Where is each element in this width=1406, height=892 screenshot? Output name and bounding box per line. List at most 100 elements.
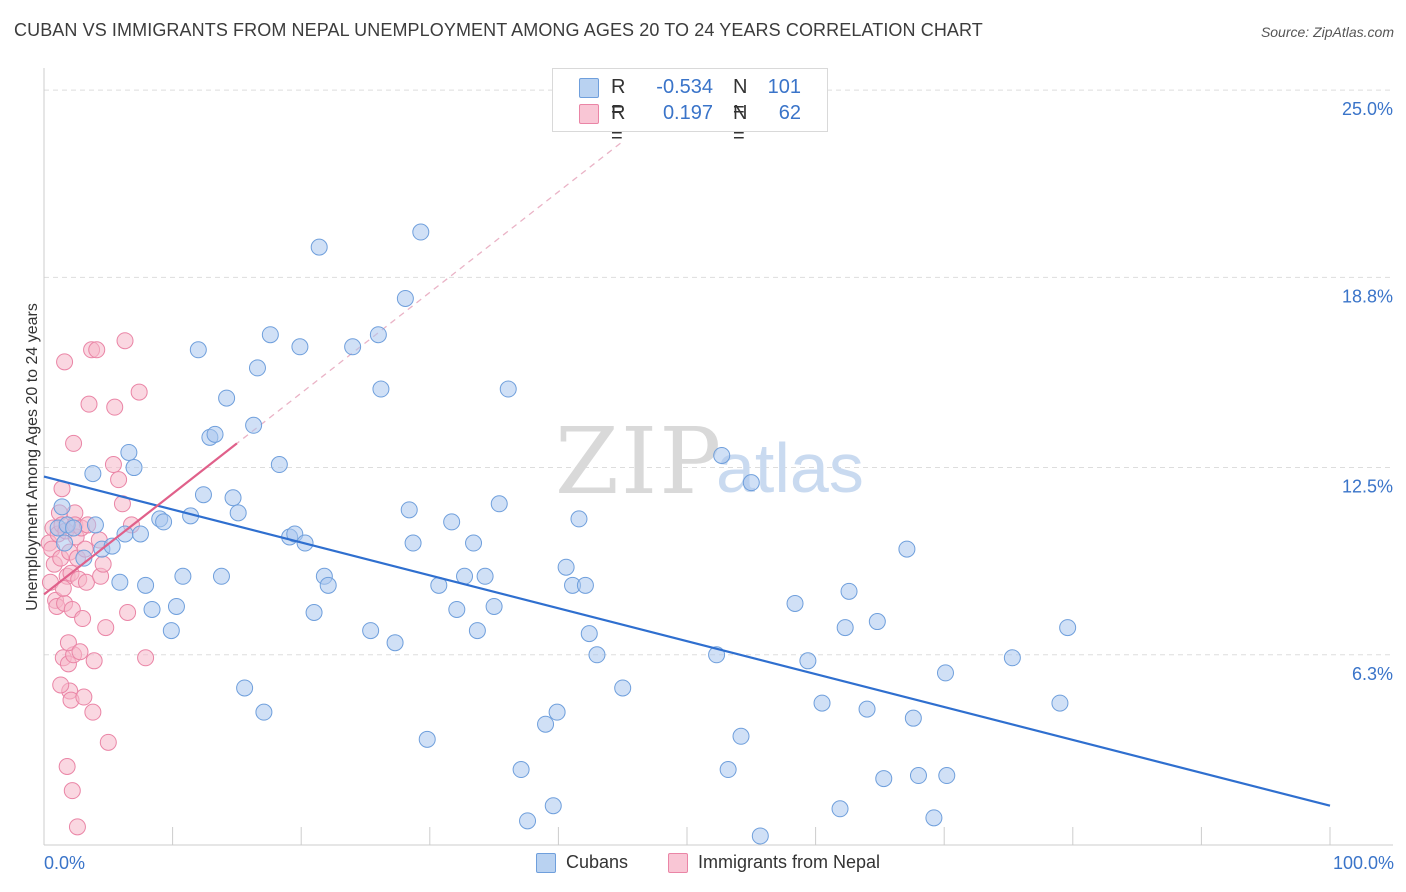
cuban-data-point: [588, 646, 606, 664]
nepal-data-point: [84, 703, 102, 721]
cuban-data-point: [362, 622, 380, 640]
nepal-data-point: [130, 383, 148, 401]
cuban-data-point: [858, 700, 876, 718]
cuban-data-point: [305, 603, 323, 621]
nepal-data-point: [56, 353, 74, 371]
n-value: 62: [778, 102, 801, 124]
cuban-data-point: [570, 510, 588, 528]
nepal-data-point: [59, 634, 77, 652]
cuban-data-point: [786, 594, 804, 612]
cuban-data-point: [909, 767, 927, 785]
nepal-data-point: [80, 395, 98, 413]
nepal-data-point: [106, 398, 124, 416]
r-label: R =: [611, 76, 626, 121]
cuban-data-point: [344, 338, 362, 356]
r-value: -0.534: [656, 76, 713, 98]
correlation-legend: R = -0.534 N = 101 R = 0.197 N = 62: [552, 68, 828, 147]
y-axis-label: Unemployment Among Ages 20 to 24 years: [24, 303, 41, 611]
cuban-data-point: [499, 380, 517, 398]
cuban-data-point: [319, 576, 337, 594]
cuban-data-point: [155, 513, 173, 531]
cuban-data-point: [936, 664, 954, 682]
cuban-data-point: [713, 446, 731, 464]
cuban-data-point: [86, 516, 104, 534]
nepal-trend-line: [43, 442, 238, 596]
cuban-data-point: [65, 519, 83, 537]
n-value: 101: [767, 76, 801, 98]
cuban-data-point: [465, 534, 483, 552]
cuban-data-point: [925, 809, 943, 827]
nepal-data-point: [137, 649, 155, 667]
nepal-data-point: [74, 610, 92, 628]
nepal-data-point: [75, 688, 93, 706]
cuban-data-point: [836, 619, 854, 637]
cuban-data-point: [206, 425, 224, 443]
nepal-data-point: [88, 341, 106, 359]
cuban-data-point: [813, 694, 831, 712]
chart-title: CUBAN VS IMMIGRANTS FROM NEPAL UNEMPLOYM…: [14, 20, 983, 40]
cuban-data-point: [719, 761, 737, 779]
cuban-data-point: [868, 613, 886, 631]
cuban-data-point: [229, 504, 247, 522]
cuban-data-point: [162, 622, 180, 640]
cuban-data-point: [194, 486, 212, 504]
y-tick-label: 6.3%: [1352, 664, 1393, 684]
cuban-data-point: [174, 567, 192, 585]
cuban-data-point: [476, 567, 494, 585]
cuban-data-point: [904, 709, 922, 727]
cuban-data-point: [614, 679, 632, 697]
nepal-data-point: [104, 456, 122, 474]
cubans-legend-label: Cubans: [566, 852, 629, 872]
n-label: N =: [733, 76, 748, 121]
cuban-data-point: [369, 326, 387, 344]
nepal-data-point: [65, 434, 83, 452]
cuban-data-point: [580, 625, 598, 643]
cuban-data-point: [576, 576, 594, 594]
watermark-atlas: atlas: [716, 429, 864, 507]
nepal-data-point: [94, 555, 112, 573]
cubans-swatch: [579, 78, 599, 98]
y-tick-label: 12.5%: [1342, 477, 1393, 497]
n-label: N =: [733, 102, 748, 147]
cuban-data-point: [1003, 649, 1021, 667]
cuban-data-point: [261, 326, 279, 344]
cuban-data-point: [167, 597, 185, 615]
cuban-data-point: [396, 289, 414, 307]
cuban-data-point: [111, 573, 129, 591]
nepal-data-point: [99, 733, 117, 751]
cuban-data-point: [212, 567, 230, 585]
cuban-data-point: [224, 489, 242, 507]
cuban-data-point: [732, 727, 750, 745]
x-tick-label-max: 100.0%: [1333, 853, 1394, 873]
cuban-data-point: [1059, 619, 1077, 637]
nepal-legend-swatch: [668, 853, 688, 873]
cuban-data-point: [270, 456, 288, 474]
cuban-data-point: [490, 495, 508, 513]
nepal-swatch: [579, 104, 599, 124]
source-label: Source: ZipAtlas.com: [1260, 24, 1394, 40]
cuban-data-point: [143, 600, 161, 618]
cuban-data-point: [519, 812, 537, 830]
cuban-data-point: [137, 576, 155, 594]
nepal-data-point: [71, 643, 89, 661]
nepal-data-point: [63, 782, 81, 800]
cuban-data-point: [512, 761, 530, 779]
cuban-data-point: [938, 767, 956, 785]
cuban-data-point: [544, 797, 562, 815]
cuban-data-point: [248, 359, 266, 377]
cuban-data-point: [448, 600, 466, 618]
r-label: R =: [611, 102, 626, 147]
cuban-data-point: [400, 501, 418, 519]
cuban-data-point: [548, 703, 566, 721]
cuban-data-point: [443, 513, 461, 531]
cuban-data-point: [291, 338, 309, 356]
cuban-data-point: [840, 582, 858, 600]
nepal-data-point: [85, 652, 103, 670]
cuban-data-point: [1051, 694, 1069, 712]
nepal-data-point: [68, 818, 86, 836]
nepal-data-point: [77, 573, 95, 591]
cubans-legend-swatch: [536, 853, 556, 873]
cuban-data-point: [53, 498, 71, 516]
r-value: 0.197: [662, 102, 713, 124]
